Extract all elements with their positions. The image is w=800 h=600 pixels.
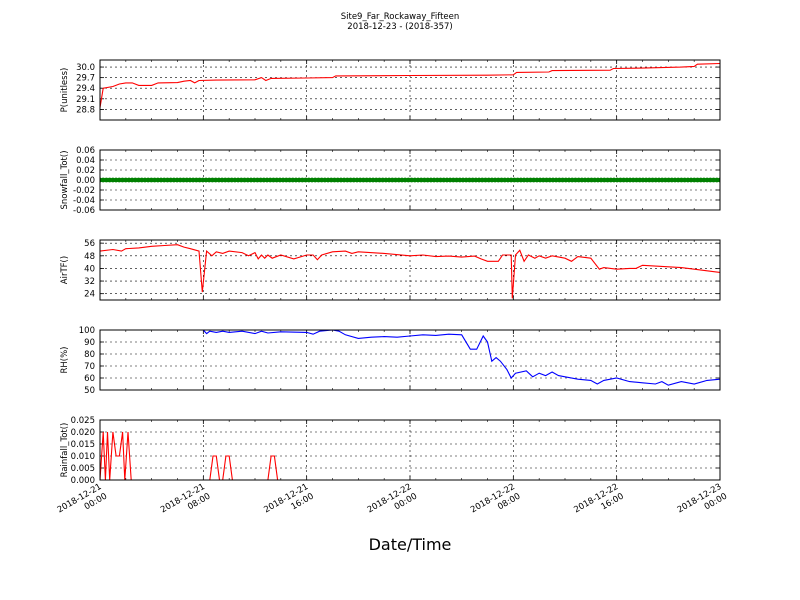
y-tick-label: 56 [84,239,95,249]
y-tick-label: 0.06 [76,146,95,156]
y-tick-label: 0.025 [71,416,95,426]
y-tick-label: 29.1 [76,95,95,105]
chart-title-line1: Site9_Far_Rockaway_Fifteen [341,12,460,22]
y-tick-label: 29.7 [76,74,95,84]
y-tick-label: 29.4 [76,84,95,94]
y-tick-label: 0.02 [76,166,95,176]
axes-frame [99,59,721,121]
series-airtemp [100,244,720,299]
y-tick-label: 0.020 [71,428,95,438]
x-tick-label: 2018-12-2200:00 [366,482,419,525]
axes-frame [99,239,721,301]
axes-frame [99,329,721,391]
axes-frame [99,419,721,481]
panel-rainfall: 0.000 0.005 0.010 0.015 0.020 0.025Rainfall_T… [60,416,721,486]
y-tick-label: 60 [84,374,95,384]
series-snowfall [100,177,720,183]
panel-pressure: 28.829.129.429.730.0 P(unitless) [60,59,721,121]
y-tick-label: -0.06 [73,206,95,216]
y-tick-label: 0.00 [76,176,95,186]
y-tick-label: 24 [84,290,95,300]
x-tick-label: 2018-12-2100:00 [56,482,109,525]
x-tick-label: 2018-12-2216:00 [572,482,625,525]
axes-frame [99,149,721,211]
y-tick-label: 0.000 [71,476,95,486]
y-tick-label: 30.0 [76,63,95,73]
panel-rh: 50 60 70 80 90 100 RH(%) [60,326,721,396]
y-tick-label: 100 [79,326,95,336]
y-tick-label: 0.010 [71,452,95,462]
y-axis-label: RH(%) [60,346,70,373]
y-tick-label: 50 [84,386,95,396]
x-tick-label: 2018-12-2208:00 [469,482,522,525]
y-tick-label: 32 [84,277,95,287]
y-tick-label: -0.02 [73,186,95,196]
panel-snowfall: -0.06-0.04-0.020.000.020.040.06 Snowfall_… [60,146,721,216]
x-tick-label: 2018-12-2116:00 [262,482,315,525]
y-tick-label: 40 [84,264,95,274]
y-tick-label: 0.015 [71,440,95,450]
y-tick-label: 80 [84,350,95,360]
x-tick-labels: 2018-12-2100:00 2018-12-2108:00 2018-12-21… [56,482,729,525]
panels: 28.829.129.429.730.0P(unitless)-0.06-0.0… [60,59,721,486]
y-tick-label: 48 [84,252,95,262]
y-tick-label: 90 [84,338,95,348]
x-axis-label: Date/Time [369,535,452,554]
panel-airtemp: 24 32 40 48 56 AirTF() [60,239,721,301]
chart-title-line2: 2018-12-23 - (2018-357) [347,22,452,32]
y-axis-label: AirTF() [60,256,70,284]
y-axis-label: P(unitless) [60,68,70,113]
x-tick-label: 2018-12-2108:00 [159,482,212,525]
series-pressure [100,62,720,108]
y-axis-label: Snowfall_Tot() [60,150,70,209]
y-axis-label: Rainfall_Tot() [60,423,70,478]
y-tick-label: 70 [84,362,95,372]
y-tick-label: -0.04 [73,196,95,206]
series-rh [202,330,720,386]
y-tick-label: 0.04 [76,156,95,166]
data-point [717,177,720,183]
y-tick-label: 0.005 [71,464,95,474]
y-tick-label: 28.8 [76,105,95,115]
x-tick-label: 2018-12-2300:00 [676,482,729,525]
